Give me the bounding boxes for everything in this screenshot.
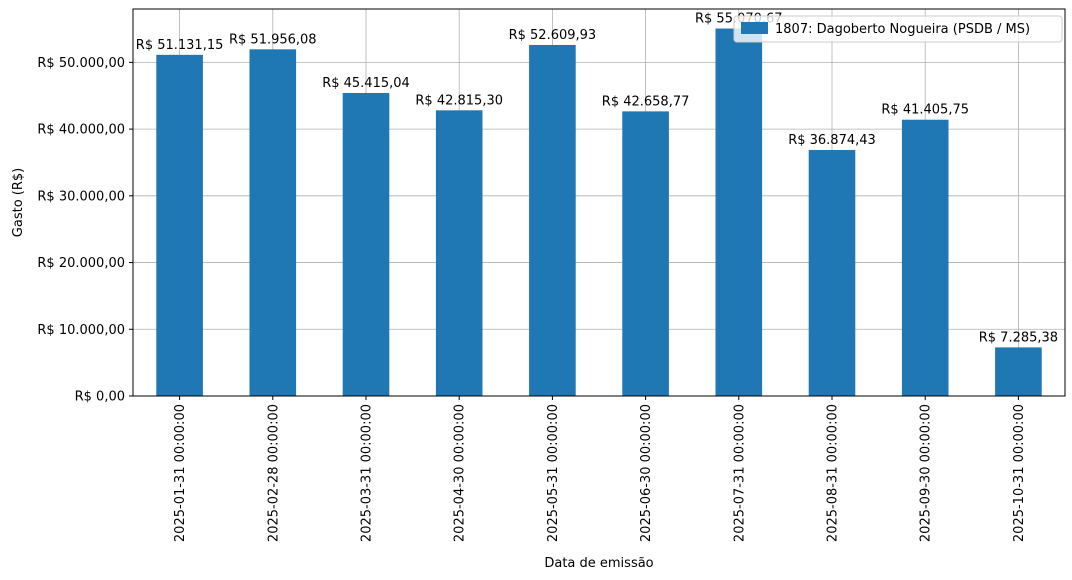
bar: [901, 119, 949, 397]
x-axis-label: Data de emissão: [544, 556, 653, 571]
bar-data-label: R$ 51.956,08: [229, 32, 317, 47]
bar: [156, 54, 203, 396]
legend-entry: 1807: Dagoberto Nogueira (PSDB / MS): [775, 22, 1030, 37]
bars-group: [156, 28, 1042, 397]
x-tick-label: 2025-06-30 00:00:00: [639, 404, 654, 542]
bar-data-label: R$ 52.609,93: [509, 28, 597, 43]
x-tick-label: 2025-08-31 00:00:00: [826, 404, 841, 542]
bar-data-label: R$ 36.874,43: [788, 133, 876, 148]
bar: [529, 44, 576, 396]
y-tick-label: R$ 20.000,00: [37, 256, 125, 271]
bar-data-label: R$ 42.815,30: [415, 93, 503, 108]
plot-frame: [132, 8, 1066, 397]
legend: 1807: Dagoberto Nogueira (PSDB / MS): [733, 15, 1063, 43]
y-axis-label: Gasto (R$): [11, 168, 26, 237]
y-axis-ticks: R$ 0,00 R$ 10.000,00 R$ 20.000,00 R$ 30.000…: [37, 56, 133, 405]
bar: [249, 49, 297, 396]
bar-data-label: R$ 42.658,77: [602, 94, 690, 109]
bar: [435, 110, 483, 396]
y-tick-label: R$ 40.000,00: [37, 123, 125, 138]
bar: [622, 111, 669, 396]
bar: [342, 92, 390, 397]
x-tick-label: 2025-03-31 00:00:00: [360, 404, 375, 542]
bar-data-label: R$ 41.405,75: [881, 103, 969, 118]
x-tick-label: 2025-10-31 00:00:00: [1012, 404, 1027, 542]
x-tick-label: 2025-01-31 00:00:00: [173, 404, 188, 542]
bar: [808, 149, 856, 396]
y-tick-label: R$ 0,00: [75, 390, 125, 405]
bar-data-label: R$ 7.285,38: [979, 330, 1058, 345]
legend-swatch: [741, 22, 768, 34]
y-tick-label: R$ 10.000,00: [37, 323, 125, 338]
x-axis-ticks: 2025-01-31 00:00:00 2025-02-28 00:00:00 20…: [173, 396, 1027, 542]
bar-data-label: R$ 51.131,15: [136, 38, 224, 53]
bar-data-label: R$ 45.415,04: [322, 76, 410, 91]
bar: [715, 28, 763, 396]
x-tick-label: 2025-09-30 00:00:00: [919, 404, 934, 542]
x-tick-label: 2025-02-28 00:00:00: [266, 404, 281, 542]
y-tick-label: R$ 30.000,00: [37, 189, 125, 204]
y-tick-label: R$ 50.000,00: [37, 56, 125, 71]
legend-box: [733, 15, 1063, 43]
bar: [995, 347, 1042, 396]
x-tick-label: 2025-07-31 00:00:00: [732, 404, 747, 542]
x-tick-label: 2025-05-31 00:00:00: [546, 404, 561, 542]
x-tick-label: 2025-04-30 00:00:00: [453, 404, 468, 542]
